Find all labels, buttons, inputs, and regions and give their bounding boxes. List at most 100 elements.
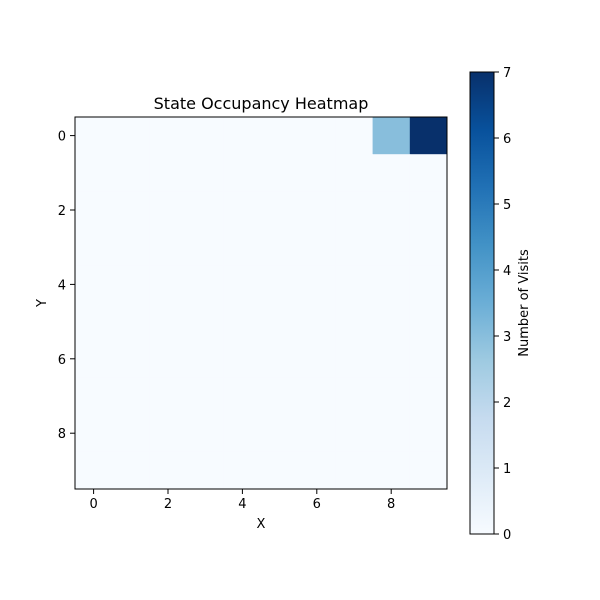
heatmap-cell [261,117,299,155]
y-tick-label: 6 [58,353,66,368]
heatmap-cell [409,414,448,453]
heatmap-cell [149,228,187,267]
colorbar-tick-label: 7 [503,66,511,81]
heatmap-cell [75,303,113,341]
y-axis: 0 2 4 6 8 [58,130,75,442]
colorbar-tick-label: 0 [503,528,511,543]
x-axis-label: X [257,517,266,532]
heatmap-cell [372,303,411,341]
colorbar-label: Number of Visits [517,249,532,357]
heatmap-cell [261,265,299,304]
heatmap-cell [298,265,336,304]
heatmap-cell [409,451,448,490]
heatmap-cell [261,414,299,453]
heatmap-cell [298,228,336,267]
heatmap-cell [75,191,113,229]
heatmap-cell [335,451,373,490]
heatmap-cell [261,303,299,341]
heatmap-cell [298,377,336,415]
heatmap-cell [372,377,411,415]
plot-frame [74,116,448,490]
heatmap-cell [335,117,373,155]
heatmap-cell [223,414,262,453]
heatmap-cell [335,303,373,341]
chart-title: State Occupancy Heatmap [154,94,369,113]
heatmap-cell [112,228,150,267]
heatmap-cell [75,340,113,378]
heatmap-cell [112,414,150,453]
x-tick-label: 0 [89,497,97,512]
heatmap-cell [223,228,262,267]
heatmap-cell [186,377,225,415]
heatmap-cell [298,154,336,192]
heatmap-cell [149,191,187,229]
heatmap-cell [409,191,448,229]
heatmap-cell [261,377,299,415]
heatmap-cell [298,303,336,341]
x-tick-label: 6 [313,497,321,512]
y-tick-label: 0 [58,130,66,145]
heatmap-cell [261,340,299,378]
heatmap-cell [223,117,262,155]
heatmap-cells [75,117,448,490]
heatmap-cell [75,414,113,453]
heatmap-cell [372,228,411,267]
heatmap-cell [149,414,187,453]
heatmap-cell [223,451,262,490]
heatmap-cell [335,265,373,304]
heatmap-cell [186,154,225,192]
heatmap-cell [223,303,262,341]
heatmap-cell [335,377,373,415]
colorbar-tick-label: 5 [503,198,511,213]
colorbar-tick-label: 6 [503,132,511,147]
x-tick-label: 8 [387,497,395,512]
colorbar-tick-label: 3 [503,330,511,345]
heatmap-cell [149,340,187,378]
heatmap-cell [372,117,411,155]
heatmap-cell [223,265,262,304]
heatmap-cell [75,265,113,304]
heatmap-cell [112,451,150,490]
heatmap-cell [112,340,150,378]
heatmap-cell [261,451,299,490]
heatmap-cell [409,265,448,304]
y-tick-label: 8 [58,427,66,442]
heatmap-cell [223,377,262,415]
heatmap-cell [186,191,225,229]
y-axis-label: Y [35,299,50,308]
heatmap-cell [112,191,150,229]
heatmap-cell [409,377,448,415]
heatmap-cell [186,117,225,155]
heatmap-cell [335,228,373,267]
heatmap-cell [372,154,411,192]
heatmap-cell [112,154,150,192]
heatmap-cell [186,451,225,490]
heatmap-cell [409,117,448,155]
heatmap-cell [186,303,225,341]
heatmap-cell [186,228,225,267]
heatmap-cell [298,340,336,378]
heatmap-cell [223,154,262,192]
heatmap-cell [149,265,187,304]
heatmap-cell [372,191,411,229]
heatmap-cell [298,414,336,453]
heatmap-cell [335,191,373,229]
y-tick-label: 4 [58,278,66,293]
heatmap-cell [261,191,299,229]
y-tick-label: 2 [58,204,66,219]
heatmap-cell [112,265,150,304]
colorbar-tick-label: 1 [503,462,511,477]
heatmap-cell [75,154,113,192]
heatmap-cell [75,117,113,155]
heatmap-cell [372,340,411,378]
colorbar-tick-label: 4 [503,264,511,279]
heatmap-cell [261,228,299,267]
heatmap-cell [298,117,336,155]
colorbar-axis: 0 1 2 3 4 5 6 7 [494,66,511,543]
heatmap-cell [223,340,262,378]
heatmap-cell [75,377,113,415]
x-tick-label: 4 [238,497,246,512]
heatmap-cell [372,451,411,490]
heatmap-cell [149,154,187,192]
